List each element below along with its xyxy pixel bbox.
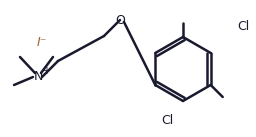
Text: Cl: Cl [237,21,249,34]
Text: +: + [42,66,50,76]
Text: I⁻: I⁻ [37,35,47,48]
Text: N: N [33,71,43,83]
Text: O: O [115,14,125,26]
Text: Cl: Cl [161,114,173,127]
